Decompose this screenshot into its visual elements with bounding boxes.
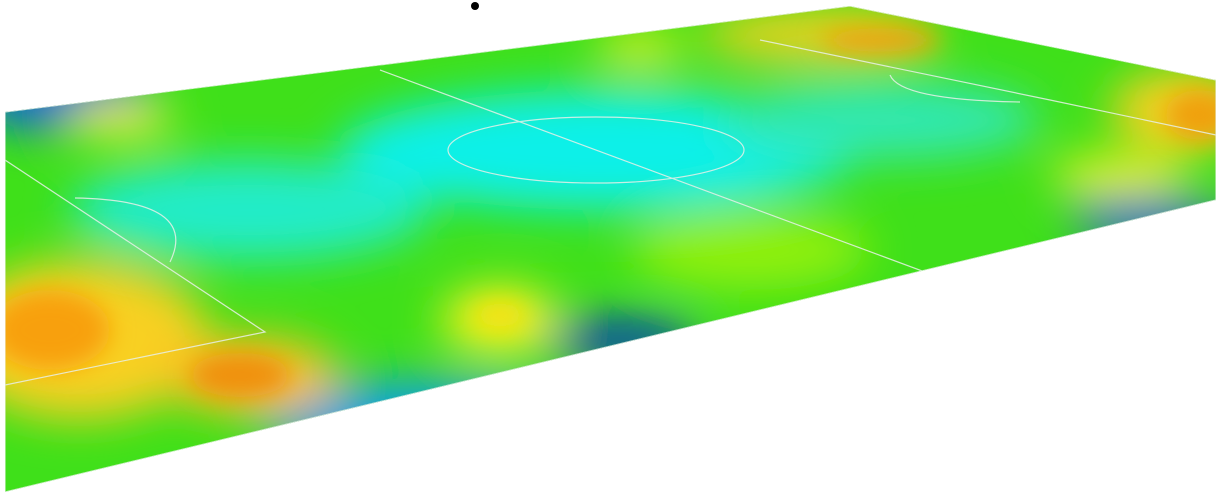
marker-dot — [471, 2, 479, 10]
pitch-lines — [5, 6, 1216, 492]
